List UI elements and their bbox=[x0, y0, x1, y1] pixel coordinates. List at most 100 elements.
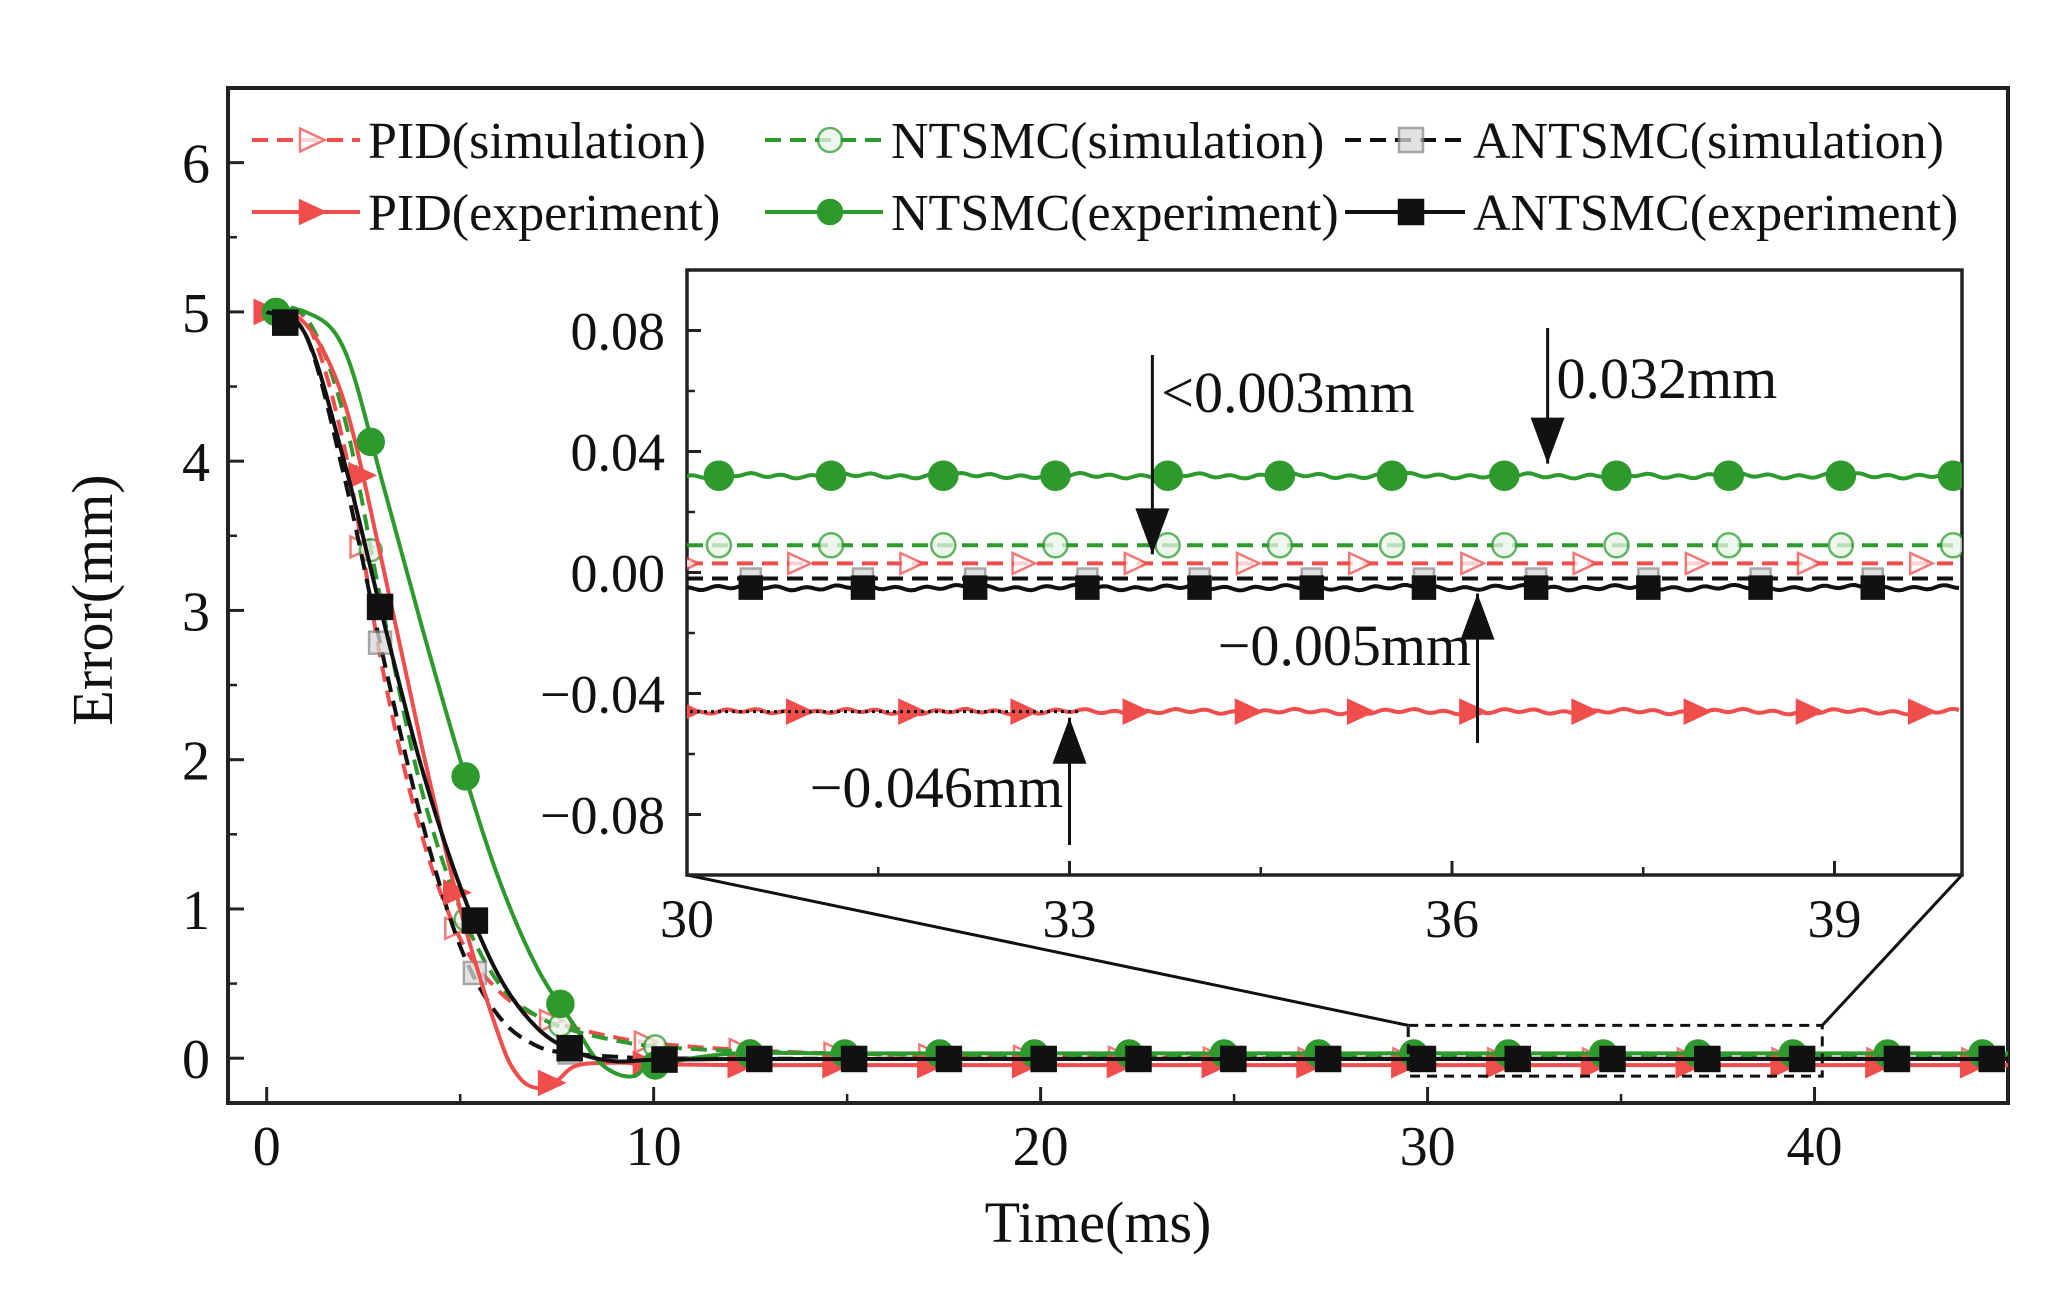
inset-series-marker-ntsmc-experiment bbox=[1825, 460, 1857, 491]
inset-series-marker-ntsmc-experiment bbox=[1601, 460, 1632, 491]
inset-series-marker-pid-simulation bbox=[1235, 551, 1263, 576]
series-line-ntsmc-experiment bbox=[266, 307, 2008, 1079]
arrow-0-003-head bbox=[1135, 508, 1170, 555]
inset-series-marker-pid-experiment bbox=[1122, 698, 1152, 726]
x-tick-label: 30 bbox=[1400, 1116, 1456, 1178]
legend-label-antsmc-experiment: ANTSMC(experiment) bbox=[1473, 185, 1958, 242]
inset-y-tick-label: −0.08 bbox=[540, 786, 665, 846]
legend-marker-pid-simulation bbox=[298, 126, 328, 154]
inset-series-marker-ntsmc-simulation bbox=[1939, 532, 1962, 559]
inset-series-marker-pid-simulation bbox=[786, 551, 814, 576]
y-tick-label: 0 bbox=[182, 1029, 210, 1091]
inset-series-marker-ntsmc-simulation bbox=[1042, 532, 1069, 559]
arrow-0-032-head bbox=[1530, 417, 1565, 464]
series-marker-antsmc-experiment bbox=[1314, 1045, 1342, 1073]
inset-series-marker-pid-simulation bbox=[1347, 551, 1375, 576]
inset-series-marker-ntsmc-experiment bbox=[1489, 460, 1520, 491]
inset-x-tick-label: 30 bbox=[660, 889, 714, 949]
inset-series-marker-pid-experiment bbox=[1683, 698, 1713, 726]
annotation-0-032mm: 0.032mm bbox=[1557, 346, 1778, 411]
series-marker-ntsmc-experiment bbox=[546, 989, 575, 1019]
inset-series-marker-pid-experiment bbox=[1907, 698, 1937, 726]
inset-series bbox=[687, 460, 1962, 726]
inset-series-marker-ntsmc-experiment bbox=[928, 460, 959, 491]
inset-x-tick-label: 33 bbox=[1043, 889, 1097, 949]
inset-series-marker-pid-simulation bbox=[1460, 551, 1487, 576]
series-marker-antsmc-experiment bbox=[746, 1045, 773, 1073]
inset-series-marker-ntsmc-experiment bbox=[1376, 460, 1408, 491]
series-marker-antsmc-experiment bbox=[1599, 1045, 1626, 1073]
inset-series-marker-pid-simulation bbox=[1011, 551, 1039, 576]
inset-series-marker-ntsmc-experiment bbox=[1152, 460, 1183, 491]
zoom-connector-right bbox=[1821, 873, 1964, 1027]
inset-series-marker-ntsmc-simulation bbox=[1715, 532, 1742, 559]
main-series bbox=[253, 297, 2008, 1097]
series-marker-antsmc-experiment bbox=[461, 907, 489, 934]
inset-series-marker-pid-simulation bbox=[1908, 551, 1936, 576]
arrow-minus-0-046-head bbox=[1052, 717, 1087, 764]
series-marker-antsmc-experiment bbox=[1220, 1045, 1247, 1073]
inset-series-marker-pid-experiment bbox=[687, 704, 703, 719]
inset-series-marker-ntsmc-simulation bbox=[1603, 532, 1630, 559]
inset-series-marker-antsmc-experiment bbox=[1411, 575, 1437, 600]
zoom-connector-left bbox=[686, 873, 1409, 1027]
inset-series-marker-ntsmc-simulation bbox=[817, 532, 845, 559]
inset-series-marker-ntsmc-simulation bbox=[705, 532, 733, 559]
inset-series-marker-antsmc-experiment bbox=[1523, 575, 1549, 600]
inset-series-marker-antsmc-experiment bbox=[1187, 575, 1212, 600]
series-marker-antsmc-experiment bbox=[935, 1045, 963, 1073]
inset-series-marker-pid-experiment bbox=[1346, 698, 1376, 726]
inset-series-marker-antsmc-experiment bbox=[1075, 575, 1100, 600]
inset-ticks: 30 33 36 39 0.08 0.04 0.00 −0.04 −0.08 bbox=[540, 302, 1861, 950]
inset-series-marker-pid-experiment bbox=[1571, 698, 1601, 726]
legend-label-pid-experiment: PID(experiment) bbox=[368, 185, 720, 242]
series-marker-antsmc-experiment bbox=[651, 1046, 678, 1073]
series-marker-antsmc-experiment bbox=[556, 1034, 583, 1062]
inset-series-line-ntsmc-experiment bbox=[687, 470, 1960, 481]
series-marker-antsmc-experiment bbox=[1694, 1045, 1721, 1073]
series-marker-antsmc-experiment bbox=[1883, 1045, 1911, 1073]
legend-marker-antsmc-experiment bbox=[1397, 198, 1425, 226]
inset-series-marker-antsmc-experiment bbox=[738, 575, 763, 600]
inset-series-marker-pid-experiment bbox=[1795, 698, 1825, 726]
inset-annotations: <0.003mm 0.032mm −0.005mm −0.046mm bbox=[690, 328, 1777, 845]
inset-series-marker-pid-simulation bbox=[1572, 551, 1600, 576]
x-axis-label: Time(ms) bbox=[985, 1190, 1212, 1255]
legend-marker-pid-experiment bbox=[298, 198, 328, 226]
inset-series-marker-pid-experiment bbox=[785, 698, 815, 726]
y-tick-label: 5 bbox=[182, 283, 210, 345]
series-marker-ntsmc-experiment bbox=[451, 762, 480, 791]
x-tick-label: 40 bbox=[1787, 1116, 1843, 1178]
series-marker-antsmc-experiment bbox=[1978, 1045, 2005, 1073]
inset-series-marker-ntsmc-experiment bbox=[1937, 460, 1962, 491]
inset-series-marker-antsmc-experiment bbox=[1299, 575, 1324, 600]
y-axis-label: Error(mm) bbox=[60, 474, 125, 725]
series-marker-antsmc-experiment bbox=[1125, 1045, 1152, 1073]
inset-series-marker-pid-simulation bbox=[1796, 551, 1824, 576]
series-marker-antsmc-experiment bbox=[272, 309, 299, 336]
inset-series-marker-ntsmc-experiment bbox=[815, 460, 847, 491]
inset-series-marker-antsmc-experiment bbox=[850, 575, 876, 600]
inset-series-marker-antsmc-experiment bbox=[1748, 575, 1773, 600]
inset-series-marker-ntsmc-simulation bbox=[930, 532, 957, 559]
series-marker-antsmc-experiment bbox=[840, 1045, 868, 1073]
y-tick-label: 3 bbox=[182, 581, 210, 643]
inset-series-marker-pid-experiment bbox=[1459, 698, 1488, 726]
inset-series-marker-pid-experiment bbox=[1234, 698, 1264, 726]
series-marker-antsmc-experiment bbox=[1409, 1045, 1437, 1073]
inset-series-marker-pid-simulation bbox=[1123, 551, 1151, 576]
x-tick-label: 10 bbox=[626, 1116, 682, 1178]
inset-series-marker-ntsmc-simulation bbox=[1491, 532, 1518, 559]
y-tick-label: 1 bbox=[182, 880, 210, 942]
y-tick-label: 2 bbox=[182, 731, 210, 793]
legend-label-antsmc-simulation: ANTSMC(simulation) bbox=[1473, 113, 1944, 170]
inset-series-marker-pid-simulation bbox=[1684, 551, 1712, 576]
inset-series-marker-pid-experiment bbox=[1010, 698, 1040, 726]
annotation-minus-0-005mm: −0.005mm bbox=[1218, 613, 1471, 678]
legend-marker-ntsmc-simulation bbox=[816, 126, 844, 154]
legend-marker-ntsmc-experiment bbox=[816, 198, 844, 226]
inset-series-marker-ntsmc-simulation bbox=[1154, 532, 1181, 559]
inset-y-tick-label: 0.04 bbox=[571, 423, 666, 483]
series-marker-antsmc-experiment bbox=[1788, 1045, 1816, 1073]
annotation-minus-0-046mm: −0.046mm bbox=[810, 755, 1063, 820]
